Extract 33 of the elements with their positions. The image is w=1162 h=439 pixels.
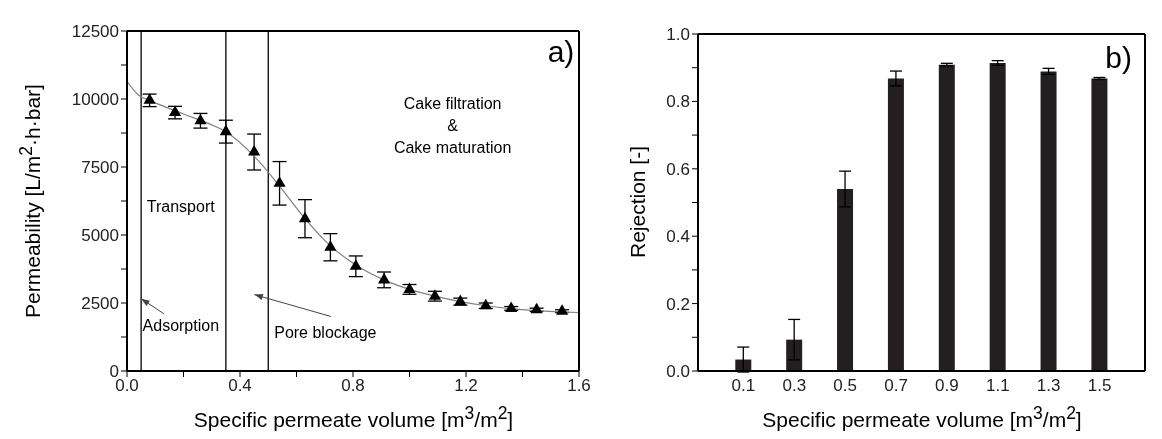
x-tick-label: 0.8 — [341, 376, 365, 396]
annotation: b) — [1105, 41, 1132, 75]
annotation: a) — [547, 33, 575, 70]
x-tick-label: 1.5 — [1087, 376, 1112, 396]
x-tick-label: 0.4 — [228, 376, 252, 396]
x-tick-label: 0.1 — [731, 376, 756, 396]
y-tick-label: 0.8 — [666, 92, 690, 112]
x-tick-label: 1.1 — [985, 376, 1010, 396]
y-tick-label: 12500 — [71, 22, 119, 42]
annotation: Cake filtration & Cake maturation — [393, 94, 512, 158]
x-axis-title: Specific permeate volume [m$^{3}$/m$^{2}$] — [761, 403, 1083, 432]
x-tick-label: 0.0 — [115, 376, 139, 396]
x-tick-label: 1.2 — [454, 376, 478, 396]
y-tick-label: 10000 — [71, 90, 119, 110]
y-tick-label: 5000 — [81, 226, 119, 246]
y-tick-label: 7500 — [81, 158, 119, 178]
x-tick-label: 1.3 — [1036, 376, 1061, 396]
y-tick-label: 1.0 — [666, 25, 690, 45]
y-tick-label: 0.2 — [666, 294, 690, 314]
annotation: Pore blockage — [274, 323, 377, 343]
y-tick-label: 0.4 — [666, 227, 690, 247]
y-axis-title: Rejection [-] — [626, 145, 650, 259]
x-tick-label: 0.5 — [833, 376, 858, 396]
x-tick-label: 0.3 — [782, 376, 807, 396]
y-tick-label: 0.0 — [666, 362, 690, 382]
x-tick-label: 0.9 — [935, 376, 959, 396]
x-tick-label: 0.7 — [884, 376, 908, 396]
y-tick-label: 2500 — [81, 294, 119, 314]
y-tick-label: 0.6 — [666, 159, 690, 179]
annotation: Transport — [146, 197, 215, 218]
x-tick-label: 1.6 — [567, 376, 591, 396]
annotation: Adsorption — [142, 316, 220, 337]
x-axis-title: Specific permeate volume [m$^{3}$/m$^{2}$] — [192, 403, 515, 432]
